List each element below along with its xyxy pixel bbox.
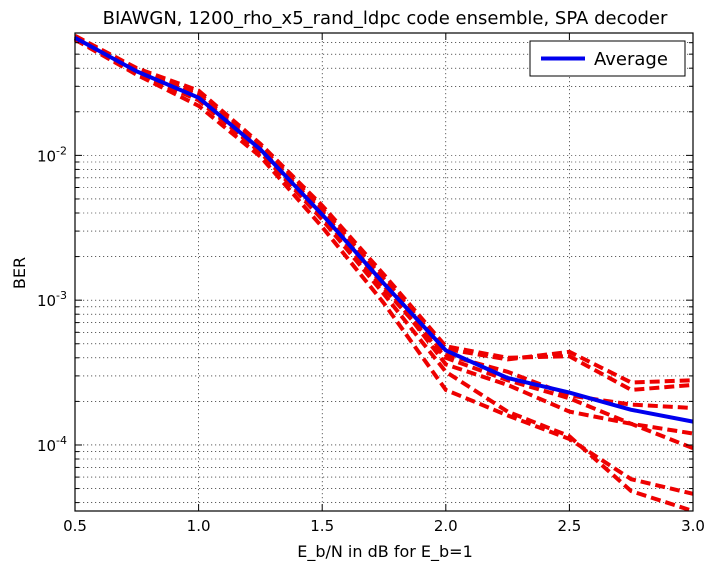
y-tick-label: 10-3 <box>37 289 67 310</box>
x-tick-labels: 0.5 1.0 1.5 2.0 2.5 3.0 <box>63 517 705 535</box>
series-ensemble-line-2 <box>74 37 694 496</box>
series-ensemble-line-1 <box>74 36 694 513</box>
series-average-line <box>74 35 694 424</box>
x-tick-label: 3.0 <box>681 517 705 535</box>
legend-average-label: Average <box>594 49 668 70</box>
x-tick-label: 1.5 <box>310 517 334 535</box>
series-ensemble-line-4 <box>74 34 694 392</box>
series-ensemble-line-6 <box>74 36 694 451</box>
x-tick-label: 1.0 <box>187 517 211 535</box>
chart-title: BIAWGN, 1200_rho_x5_rand_ldpc code ensem… <box>103 8 668 29</box>
x-tick-label: 2.5 <box>557 517 581 535</box>
y-tick-labels: 10-2 10-3 10-4 <box>37 144 67 455</box>
plot-frame <box>74 32 694 512</box>
x-tick-label: 2.0 <box>434 517 458 535</box>
x-axis-label: E_b/N in dB for E_b=1 <box>297 542 473 562</box>
legend: Average <box>529 40 686 77</box>
y-tick-label: 10-4 <box>37 434 67 455</box>
tick-marks <box>74 32 694 511</box>
x-tick-label: 0.5 <box>63 517 87 535</box>
average-line-layer <box>74 35 694 424</box>
y-axis-label: BER <box>10 257 29 289</box>
y-tick-label: 10-2 <box>37 144 67 165</box>
